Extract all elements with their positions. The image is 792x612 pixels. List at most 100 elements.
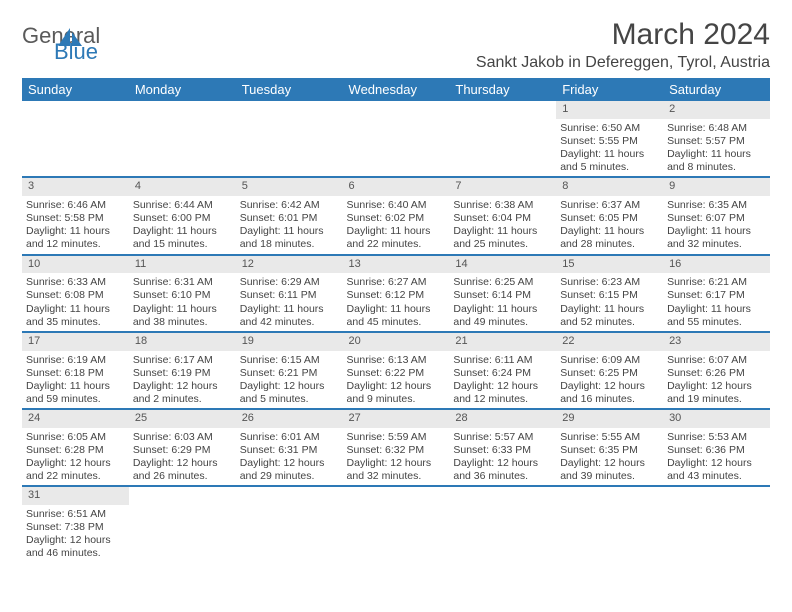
- day-number: 8: [556, 178, 663, 197]
- day-line: Sunset: 5:58 PM: [26, 212, 125, 225]
- day-cell: 17Sunrise: 6:19 AMSunset: 6:18 PMDayligh…: [22, 332, 129, 409]
- day-cell: 8Sunrise: 6:37 AMSunset: 6:05 PMDaylight…: [556, 177, 663, 254]
- day-content: Sunrise: 6:31 AMSunset: 6:10 PMDaylight:…: [129, 274, 236, 331]
- day-line: Sunrise: 6:51 AM: [26, 508, 125, 521]
- day-line: Sunrise: 6:21 AM: [667, 276, 766, 289]
- day-content: [449, 120, 556, 124]
- day-cell: 31Sunrise: 6:51 AMSunset: 7:38 PMDayligh…: [22, 486, 129, 562]
- day-line: Sunrise: 6:23 AM: [560, 276, 659, 289]
- calendar-table: Sunday Monday Tuesday Wednesday Thursday…: [22, 78, 770, 563]
- day-cell: 9Sunrise: 6:35 AMSunset: 6:07 PMDaylight…: [663, 177, 770, 254]
- day-number: 1: [556, 101, 663, 120]
- day-line: Daylight: 12 hours: [667, 380, 766, 393]
- day-content: [343, 120, 450, 124]
- day-cell: [236, 101, 343, 177]
- day-number: 13: [343, 256, 450, 275]
- day-number: 9: [663, 178, 770, 197]
- day-number: [129, 487, 236, 506]
- week-row: 17Sunrise: 6:19 AMSunset: 6:18 PMDayligh…: [22, 332, 770, 409]
- day-line: Sunset: 6:29 PM: [133, 444, 232, 457]
- day-cell: [343, 486, 450, 562]
- day-line: Daylight: 12 hours: [453, 380, 552, 393]
- day-line: Sunrise: 6:01 AM: [240, 431, 339, 444]
- day-line: Sunset: 5:57 PM: [667, 135, 766, 148]
- day-number: 15: [556, 256, 663, 275]
- day-line: and 5 minutes.: [560, 161, 659, 174]
- day-number: 2: [663, 101, 770, 120]
- day-header: Monday: [129, 78, 236, 101]
- day-number: 10: [22, 256, 129, 275]
- day-line: Daylight: 12 hours: [347, 457, 446, 470]
- day-line: Sunset: 6:12 PM: [347, 289, 446, 302]
- day-number: 6: [343, 178, 450, 197]
- day-content: [236, 120, 343, 124]
- day-header: Friday: [556, 78, 663, 101]
- day-cell: 13Sunrise: 6:27 AMSunset: 6:12 PMDayligh…: [343, 255, 450, 332]
- day-line: Sunrise: 6:09 AM: [560, 354, 659, 367]
- day-header: Tuesday: [236, 78, 343, 101]
- day-number: 28: [449, 410, 556, 429]
- day-line: and 2 minutes.: [133, 393, 232, 406]
- day-number: [449, 487, 556, 506]
- day-number: 22: [556, 333, 663, 352]
- day-line: Daylight: 12 hours: [240, 380, 339, 393]
- day-line: Daylight: 12 hours: [133, 457, 232, 470]
- day-cell: 24Sunrise: 6:05 AMSunset: 6:28 PMDayligh…: [22, 409, 129, 486]
- day-line: Daylight: 11 hours: [240, 225, 339, 238]
- day-line: Sunset: 6:05 PM: [560, 212, 659, 225]
- day-number: 5: [236, 178, 343, 197]
- day-line: and 16 minutes.: [560, 393, 659, 406]
- day-cell: [22, 101, 129, 177]
- day-line: Sunset: 6:28 PM: [26, 444, 125, 457]
- day-content: [556, 506, 663, 510]
- day-content: Sunrise: 6:07 AMSunset: 6:26 PMDaylight:…: [663, 352, 770, 409]
- day-line: Sunset: 6:31 PM: [240, 444, 339, 457]
- day-content: Sunrise: 6:29 AMSunset: 6:11 PMDaylight:…: [236, 274, 343, 331]
- day-line: Sunrise: 6:33 AM: [26, 276, 125, 289]
- day-cell: 27Sunrise: 5:59 AMSunset: 6:32 PMDayligh…: [343, 409, 450, 486]
- day-cell: [129, 101, 236, 177]
- day-line: Daylight: 12 hours: [453, 457, 552, 470]
- day-line: Daylight: 11 hours: [453, 225, 552, 238]
- day-line: Daylight: 11 hours: [133, 303, 232, 316]
- day-line: Daylight: 11 hours: [347, 303, 446, 316]
- day-line: Sunrise: 6:42 AM: [240, 199, 339, 212]
- day-line: Sunset: 6:14 PM: [453, 289, 552, 302]
- day-line: Daylight: 12 hours: [133, 380, 232, 393]
- day-content: Sunrise: 6:25 AMSunset: 6:14 PMDaylight:…: [449, 274, 556, 331]
- day-line: Sunrise: 6:35 AM: [667, 199, 766, 212]
- day-number: 25: [129, 410, 236, 429]
- week-row: 31Sunrise: 6:51 AMSunset: 7:38 PMDayligh…: [22, 486, 770, 562]
- day-line: and 18 minutes.: [240, 238, 339, 251]
- day-line: Daylight: 11 hours: [26, 380, 125, 393]
- day-cell: 22Sunrise: 6:09 AMSunset: 6:25 PMDayligh…: [556, 332, 663, 409]
- day-content: Sunrise: 6:27 AMSunset: 6:12 PMDaylight:…: [343, 274, 450, 331]
- day-line: Sunset: 6:07 PM: [667, 212, 766, 225]
- day-line: Daylight: 11 hours: [133, 225, 232, 238]
- day-line: Sunset: 6:10 PM: [133, 289, 232, 302]
- day-number: 11: [129, 256, 236, 275]
- day-line: Sunrise: 6:31 AM: [133, 276, 232, 289]
- day-line: Sunset: 6:00 PM: [133, 212, 232, 225]
- day-cell: 26Sunrise: 6:01 AMSunset: 6:31 PMDayligh…: [236, 409, 343, 486]
- day-line: Sunrise: 6:17 AM: [133, 354, 232, 367]
- day-line: and 19 minutes.: [667, 393, 766, 406]
- week-row: 24Sunrise: 6:05 AMSunset: 6:28 PMDayligh…: [22, 409, 770, 486]
- day-content: [22, 120, 129, 124]
- logo: General Blue: [22, 18, 84, 62]
- day-line: Sunrise: 6:15 AM: [240, 354, 339, 367]
- day-line: Sunrise: 6:05 AM: [26, 431, 125, 444]
- day-number: 3: [22, 178, 129, 197]
- day-line: Sunrise: 6:50 AM: [560, 122, 659, 135]
- day-line: Sunset: 6:32 PM: [347, 444, 446, 457]
- day-number: 4: [129, 178, 236, 197]
- day-line: Sunrise: 6:46 AM: [26, 199, 125, 212]
- day-line: Sunrise: 6:19 AM: [26, 354, 125, 367]
- day-cell: 30Sunrise: 5:53 AMSunset: 6:36 PMDayligh…: [663, 409, 770, 486]
- day-line: and 49 minutes.: [453, 316, 552, 329]
- day-cell: 25Sunrise: 6:03 AMSunset: 6:29 PMDayligh…: [129, 409, 236, 486]
- day-content: Sunrise: 6:38 AMSunset: 6:04 PMDaylight:…: [449, 197, 556, 254]
- day-line: and 12 minutes.: [453, 393, 552, 406]
- day-number: [449, 101, 556, 120]
- day-number: [236, 487, 343, 506]
